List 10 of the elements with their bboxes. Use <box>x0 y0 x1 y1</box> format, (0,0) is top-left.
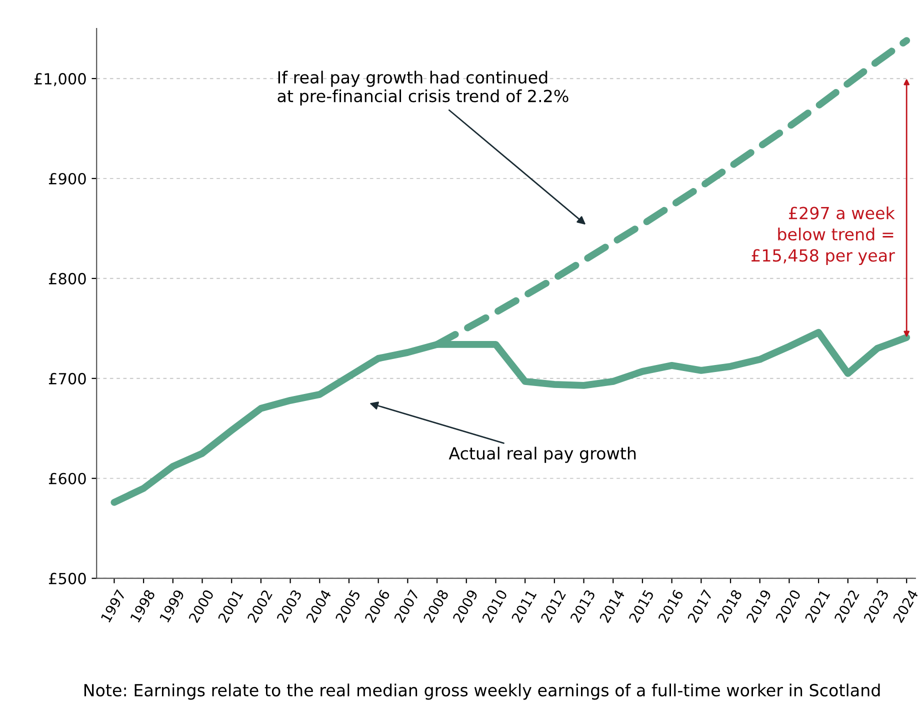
annotation: Actual real pay growth <box>448 446 636 463</box>
y-tick-label: £600 <box>48 472 86 484</box>
y-tick-label: £900 <box>48 172 86 185</box>
annotation: If real pay growth had continued at pre-financial crisis trend of 2.2% <box>278 70 568 106</box>
y-tick-label: £500 <box>48 572 86 584</box>
annotation: £297 a week below trend = £15,458 per year <box>752 206 895 265</box>
text: Note: Earnings relate to the real median gross weekly earnings of a full-time worker in Scotland <box>84 684 880 700</box>
y-tick-label: £700 <box>48 372 86 384</box>
y-tick-label: £800 <box>48 272 86 284</box>
y-tick-label: £1,000 <box>34 73 86 86</box>
